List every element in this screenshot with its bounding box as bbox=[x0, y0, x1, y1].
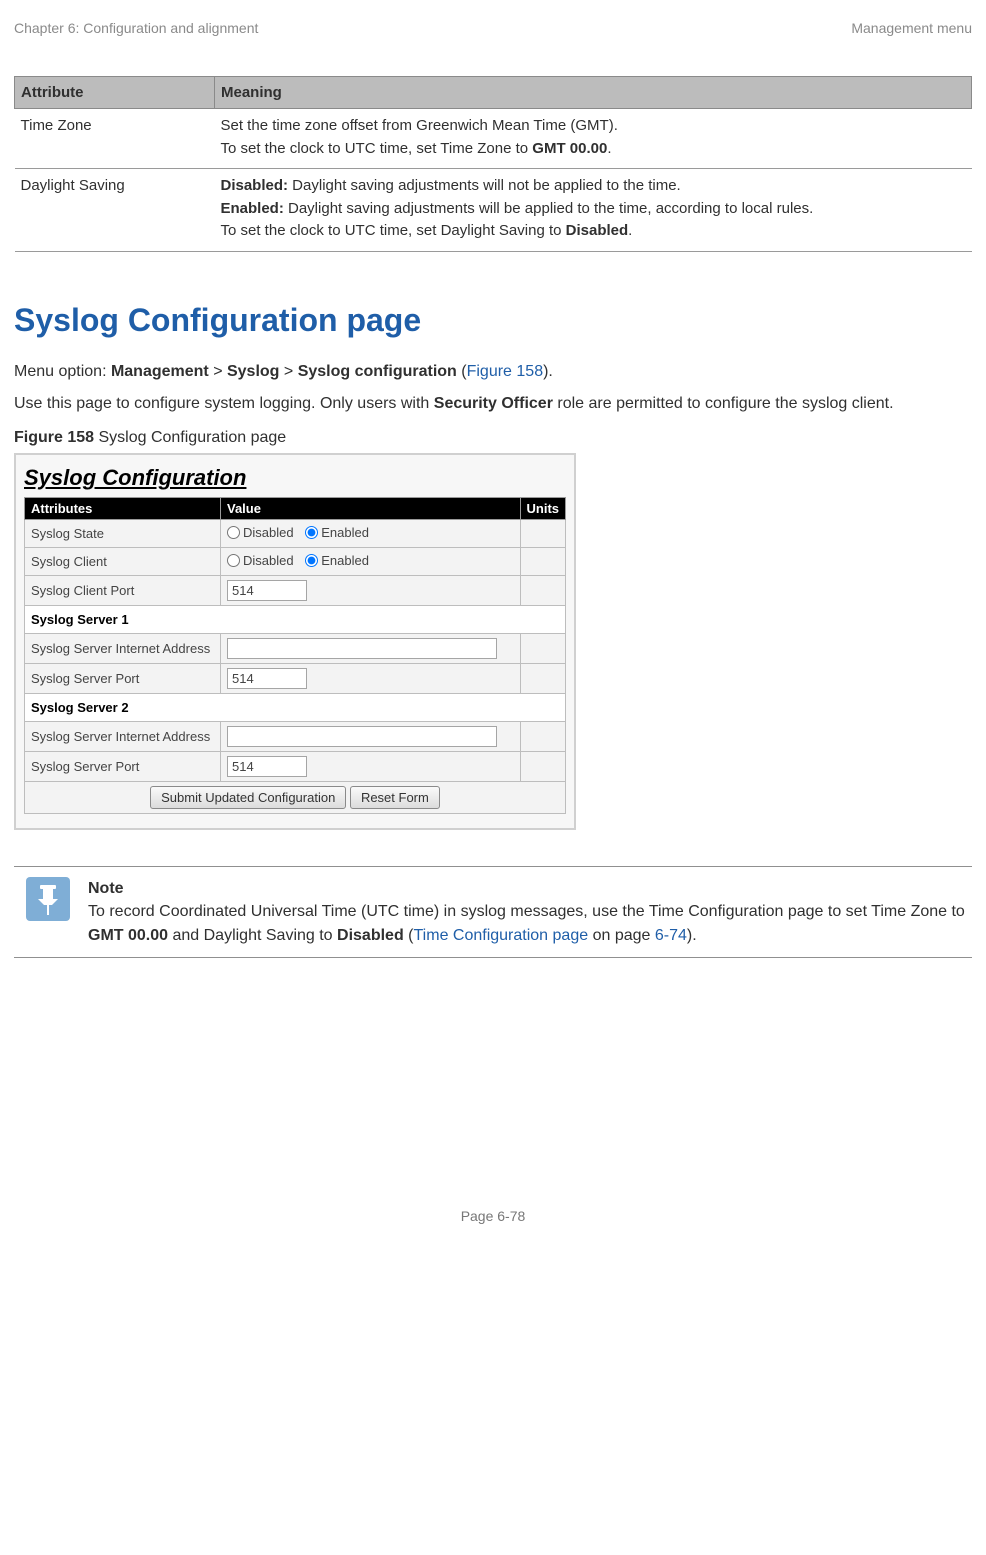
intro-line: Use this page to configure system loggin… bbox=[14, 393, 972, 415]
section-title: Syslog Configuration page bbox=[14, 302, 972, 339]
units-cell bbox=[520, 520, 566, 548]
row-s1-addr: Syslog Server Internet Address bbox=[25, 634, 566, 664]
meaning-cell: Disabled: Daylight saving adjustments wi… bbox=[215, 169, 972, 252]
time-config-link[interactable]: Time Configuration page bbox=[414, 927, 589, 944]
radio-disabled[interactable]: Disabled bbox=[227, 553, 294, 568]
meaning-line: Enabled: Daylight saving adjustments wil… bbox=[221, 198, 966, 221]
value-cell bbox=[221, 722, 521, 752]
value-cell bbox=[221, 576, 521, 606]
label: Syslog Client Port bbox=[25, 576, 221, 606]
pin-icon bbox=[26, 877, 70, 921]
meaning-line: To set the clock to UTC time, set Time Z… bbox=[221, 138, 966, 161]
row-client-port: Syslog Client Port bbox=[25, 576, 566, 606]
units-cell bbox=[520, 548, 566, 576]
page-header: Chapter 6: Configuration and alignment M… bbox=[14, 20, 972, 36]
row-server1-header: Syslog Server 1 bbox=[25, 606, 566, 634]
subheader: Syslog Server 2 bbox=[25, 694, 566, 722]
attr-cell: Time Zone bbox=[15, 109, 215, 169]
table-row: Time Zone Set the time zone offset from … bbox=[15, 109, 972, 169]
radio-disabled[interactable]: Disabled bbox=[227, 525, 294, 540]
value-cell: Disabled Enabled bbox=[221, 520, 521, 548]
label: Syslog Server Port bbox=[25, 752, 221, 782]
units-cell bbox=[520, 634, 566, 664]
label: Syslog State bbox=[25, 520, 221, 548]
radio-enabled-input[interactable] bbox=[305, 554, 318, 567]
note-body: To record Coordinated Universal Time (UT… bbox=[88, 900, 972, 946]
s2-port-input[interactable] bbox=[227, 756, 307, 777]
chapter-ref: Chapter 6: Configuration and alignment bbox=[14, 20, 258, 36]
meaning-line: Disabled: Daylight saving adjustments wi… bbox=[221, 175, 966, 198]
syslog-config-panel: Syslog Configuration Attributes Value Un… bbox=[14, 453, 576, 830]
attribute-table: Attribute Meaning Time Zone Set the time… bbox=[14, 76, 972, 252]
th-value: Value bbox=[221, 498, 521, 520]
meaning-line: To set the clock to UTC time, set Daylig… bbox=[221, 220, 966, 243]
row-syslog-state: Syslog State Disabled Enabled bbox=[25, 520, 566, 548]
note-block: Note To record Coordinated Universal Tim… bbox=[14, 866, 972, 958]
syslog-config-table: Attributes Value Units Syslog State Disa… bbox=[24, 497, 566, 814]
row-s2-addr: Syslog Server Internet Address bbox=[25, 722, 566, 752]
page-footer: Page 6-78 bbox=[14, 1208, 972, 1224]
s2-address-input[interactable] bbox=[227, 726, 497, 747]
attr-cell: Daylight Saving bbox=[15, 169, 215, 252]
radio-enabled[interactable]: Enabled bbox=[305, 525, 369, 540]
note-text: Note To record Coordinated Universal Tim… bbox=[88, 877, 972, 947]
row-s2-port: Syslog Server Port bbox=[25, 752, 566, 782]
panel-title: Syslog Configuration bbox=[24, 465, 566, 491]
reset-button[interactable]: Reset Form bbox=[350, 786, 440, 809]
radio-disabled-input[interactable] bbox=[227, 554, 240, 567]
units-cell bbox=[520, 576, 566, 606]
client-port-input[interactable] bbox=[227, 580, 307, 601]
menu-option-line: Menu option: Management > Syslog > Syslo… bbox=[14, 361, 972, 383]
value-cell bbox=[221, 634, 521, 664]
value-cell bbox=[221, 664, 521, 694]
label: Syslog Server Internet Address bbox=[25, 722, 221, 752]
th-attributes: Attributes bbox=[25, 498, 221, 520]
radio-enabled[interactable]: Enabled bbox=[305, 553, 369, 568]
label: Syslog Server Internet Address bbox=[25, 634, 221, 664]
note-heading: Note bbox=[88, 877, 972, 900]
page-xref-link[interactable]: 6-74 bbox=[655, 927, 687, 944]
label: Syslog Client bbox=[25, 548, 221, 576]
value-cell bbox=[221, 752, 521, 782]
radio-enabled-input[interactable] bbox=[305, 526, 318, 539]
figure-xref-link[interactable]: Figure 158 bbox=[467, 363, 544, 380]
figure-caption: Figure 158 Syslog Configuration page bbox=[14, 429, 972, 447]
value-cell: Disabled Enabled bbox=[221, 548, 521, 576]
row-s1-port: Syslog Server Port bbox=[25, 664, 566, 694]
meaning-cell: Set the time zone offset from Greenwich … bbox=[215, 109, 972, 169]
section-ref: Management menu bbox=[851, 20, 972, 36]
meaning-line: Set the time zone offset from Greenwich … bbox=[221, 115, 966, 138]
units-cell bbox=[520, 752, 566, 782]
row-server2-header: Syslog Server 2 bbox=[25, 694, 566, 722]
row-syslog-client: Syslog Client Disabled Enabled bbox=[25, 548, 566, 576]
units-cell bbox=[520, 722, 566, 752]
s1-port-input[interactable] bbox=[227, 668, 307, 689]
th-meaning: Meaning bbox=[215, 77, 972, 109]
th-units: Units bbox=[520, 498, 566, 520]
subheader: Syslog Server 1 bbox=[25, 606, 566, 634]
submit-button[interactable]: Submit Updated Configuration bbox=[150, 786, 346, 809]
row-buttons: Submit Updated Configuration Reset Form bbox=[25, 782, 566, 814]
label: Syslog Server Port bbox=[25, 664, 221, 694]
units-cell bbox=[520, 664, 566, 694]
s1-address-input[interactable] bbox=[227, 638, 497, 659]
table-row: Daylight Saving Disabled: Daylight savin… bbox=[15, 169, 972, 252]
radio-disabled-input[interactable] bbox=[227, 526, 240, 539]
th-attribute: Attribute bbox=[15, 77, 215, 109]
